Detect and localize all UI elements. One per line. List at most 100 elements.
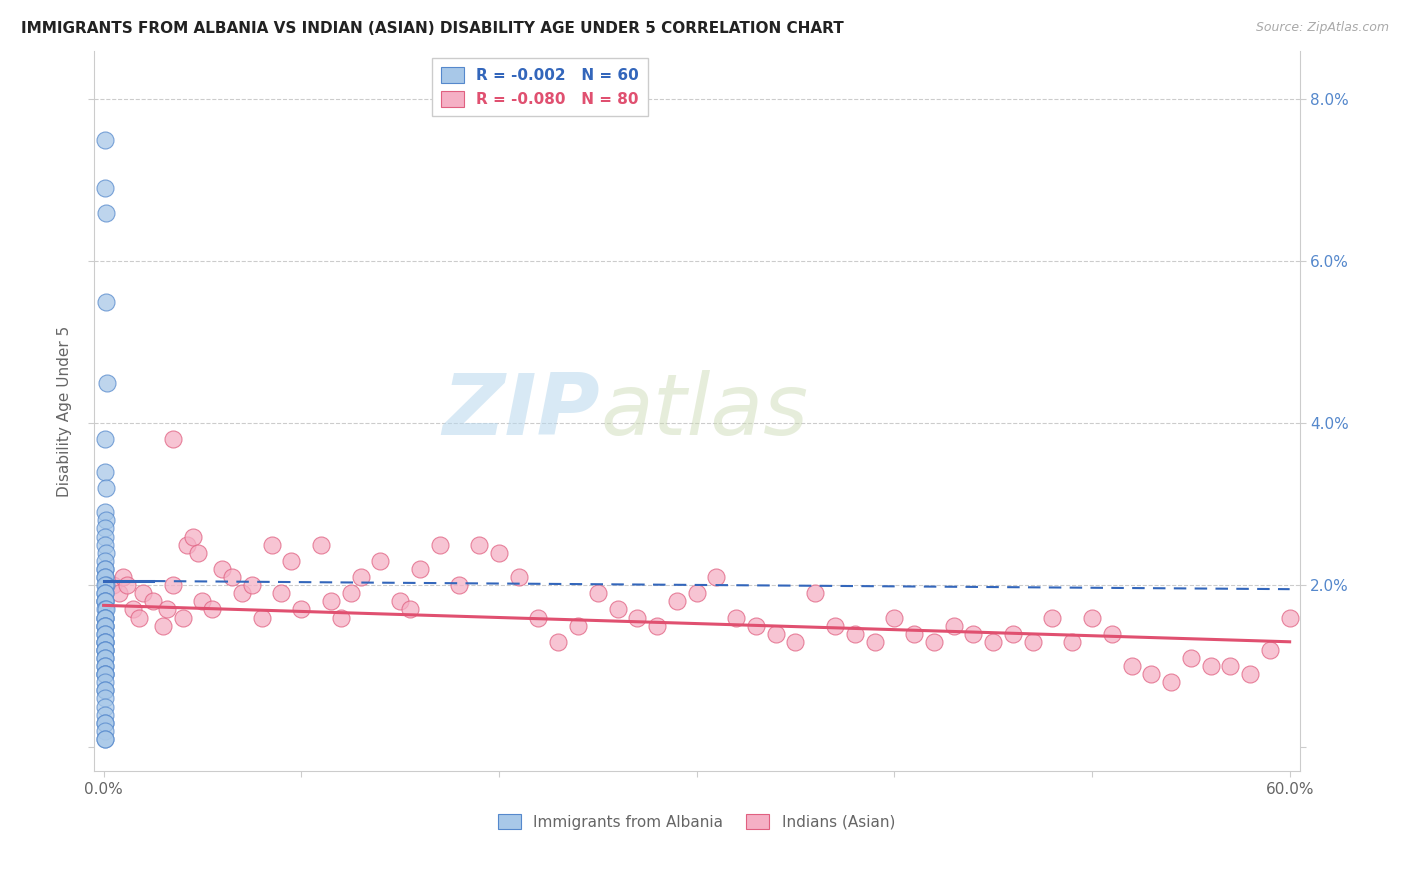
Point (449, 578, 471, 592)
Y-axis label: Disability Age Under 5: Disability Age Under 5 (58, 326, 72, 497)
Point (942, 618, 965, 632)
Point (1121, 659, 1143, 673)
Point (93, 626, 115, 640)
Point (409, 562, 432, 576)
Point (290, 602, 312, 616)
Point (94, 602, 117, 616)
Point (547, 635, 569, 649)
Point (94, 570, 117, 584)
Point (645, 618, 668, 632)
Point (94, 586, 117, 600)
Point (94, 667, 117, 681)
Point (706, 570, 728, 584)
Point (349, 570, 371, 584)
Point (94, 635, 117, 649)
Point (176, 538, 198, 552)
Point (606, 602, 628, 616)
Point (94, 521, 117, 535)
Point (399, 602, 422, 616)
Point (370, 554, 392, 568)
Point (250, 610, 273, 624)
Point (725, 610, 748, 624)
Point (93, 505, 115, 519)
Point (93, 433, 115, 447)
Point (94, 618, 117, 632)
Point (883, 610, 905, 624)
Point (863, 635, 886, 649)
Point (93, 723, 115, 738)
Point (132, 586, 155, 600)
Point (1199, 659, 1222, 673)
Point (93, 683, 115, 698)
Point (429, 538, 451, 552)
Point (94, 181, 117, 195)
Point (231, 586, 253, 600)
Point (94, 529, 117, 543)
Point (211, 562, 233, 576)
Point (201, 602, 224, 616)
Point (527, 610, 550, 624)
Point (94, 610, 117, 624)
Point (1001, 626, 1024, 640)
Point (468, 538, 491, 552)
Point (586, 586, 609, 600)
Point (922, 635, 945, 649)
Point (122, 602, 145, 616)
Point (94, 691, 117, 706)
Point (280, 554, 302, 568)
Point (94, 586, 117, 600)
Point (93, 610, 115, 624)
Point (94, 610, 117, 624)
Point (1081, 610, 1104, 624)
Point (93, 594, 115, 608)
Point (1258, 643, 1281, 657)
Point (162, 433, 184, 447)
Point (94, 602, 117, 616)
Text: atlas: atlas (600, 369, 808, 452)
Point (685, 586, 707, 600)
Point (94, 651, 117, 665)
Point (94, 481, 117, 495)
Point (117, 578, 139, 592)
Point (329, 610, 352, 624)
Point (93, 667, 115, 681)
Point (626, 610, 648, 624)
Point (94, 594, 117, 608)
Point (94, 731, 117, 746)
Point (94, 635, 117, 649)
Point (94, 635, 117, 649)
Point (765, 626, 787, 640)
Point (94, 513, 117, 527)
Point (488, 546, 510, 560)
Point (94, 594, 117, 608)
Point (1042, 610, 1064, 624)
Point (94, 651, 117, 665)
Point (1278, 610, 1301, 624)
Point (128, 610, 150, 624)
Point (156, 602, 179, 616)
Point (1062, 635, 1084, 649)
Point (1160, 675, 1182, 690)
Point (270, 586, 292, 600)
Point (94, 618, 117, 632)
Point (962, 626, 984, 640)
Point (94, 643, 117, 657)
Text: Source: ZipAtlas.com: Source: ZipAtlas.com (1256, 21, 1389, 34)
Point (94, 578, 117, 592)
Point (1219, 659, 1241, 673)
Point (94, 465, 117, 479)
Point (94, 562, 117, 576)
Point (94, 618, 117, 632)
Point (108, 586, 131, 600)
Point (665, 594, 688, 608)
Point (94, 675, 117, 690)
Point (339, 586, 361, 600)
Point (1239, 667, 1261, 681)
Point (94, 643, 117, 657)
Point (1101, 626, 1123, 640)
Point (844, 626, 866, 640)
Point (745, 618, 768, 632)
Point (1140, 667, 1163, 681)
Point (93, 659, 115, 673)
Point (96, 376, 118, 390)
